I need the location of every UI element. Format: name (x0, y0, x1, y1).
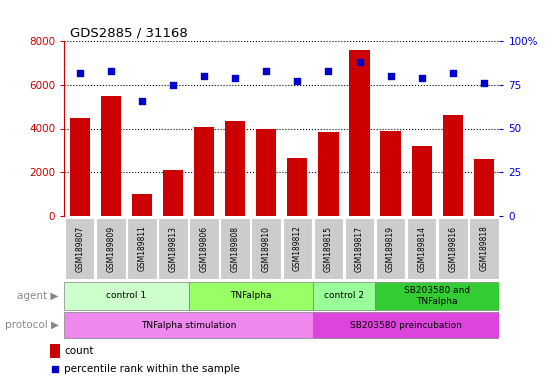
Text: percentile rank within the sample: percentile rank within the sample (64, 364, 240, 374)
Text: GSM189807: GSM189807 (75, 225, 84, 271)
Point (448, 70, 457, 76)
Bar (442, 115, 463, 216)
Point (479, 80, 488, 86)
FancyBboxPatch shape (189, 282, 313, 310)
Text: protocol ▶: protocol ▶ (4, 320, 59, 330)
FancyBboxPatch shape (407, 218, 436, 279)
Text: GSM189819: GSM189819 (386, 225, 395, 271)
Text: GSM189811: GSM189811 (137, 225, 146, 271)
Point (200, 73, 209, 79)
FancyBboxPatch shape (158, 218, 187, 279)
Text: TNFalpha stimulation: TNFalpha stimulation (141, 321, 236, 329)
FancyBboxPatch shape (376, 218, 405, 279)
Point (262, 68, 271, 74)
Text: GSM189812: GSM189812 (293, 225, 302, 271)
Text: control 1: control 1 (106, 291, 146, 301)
Bar (474, 159, 494, 216)
FancyBboxPatch shape (220, 218, 250, 279)
Text: agent ▶: agent ▶ (17, 291, 59, 301)
Point (169, 82, 177, 88)
Bar (381, 131, 401, 216)
Point (75, 70, 84, 76)
Text: GDS2885 / 31168: GDS2885 / 31168 (70, 26, 187, 39)
Point (137, 98, 146, 104)
Text: GSM189813: GSM189813 (169, 225, 177, 271)
FancyBboxPatch shape (282, 218, 312, 279)
Bar (70, 118, 90, 216)
Point (51, 366, 60, 372)
Text: GSM189818: GSM189818 (479, 225, 488, 271)
FancyBboxPatch shape (64, 312, 313, 338)
Point (355, 59, 364, 65)
Bar (318, 132, 339, 216)
Text: GSM189815: GSM189815 (324, 225, 333, 271)
Bar (50, 344, 60, 358)
Point (324, 68, 333, 74)
Bar (287, 158, 307, 216)
Text: TNFalpha: TNFalpha (230, 291, 271, 301)
Point (107, 68, 116, 74)
FancyBboxPatch shape (64, 282, 189, 310)
Text: control 2: control 2 (324, 291, 364, 301)
FancyBboxPatch shape (65, 218, 94, 279)
FancyBboxPatch shape (127, 218, 157, 279)
Bar (194, 127, 214, 216)
Text: count: count (64, 346, 94, 356)
Text: GSM189809: GSM189809 (107, 225, 116, 271)
Text: SB203580 and
TNFalpha: SB203580 and TNFalpha (404, 286, 470, 306)
Point (417, 74, 426, 81)
FancyBboxPatch shape (469, 218, 499, 279)
Text: SB203580 preincubation: SB203580 preincubation (350, 321, 462, 329)
Bar (225, 121, 246, 216)
Bar (100, 96, 121, 216)
Bar (132, 194, 152, 216)
Bar (163, 170, 183, 216)
Text: GSM189814: GSM189814 (417, 225, 426, 271)
Bar (256, 129, 276, 216)
FancyBboxPatch shape (96, 218, 126, 279)
FancyBboxPatch shape (313, 282, 375, 310)
FancyBboxPatch shape (438, 218, 468, 279)
FancyBboxPatch shape (375, 282, 499, 310)
Text: GSM189806: GSM189806 (200, 225, 209, 271)
Text: GSM189817: GSM189817 (355, 225, 364, 271)
FancyBboxPatch shape (314, 218, 343, 279)
Text: GSM189808: GSM189808 (230, 225, 239, 271)
FancyBboxPatch shape (345, 218, 374, 279)
FancyBboxPatch shape (189, 218, 219, 279)
FancyBboxPatch shape (313, 312, 499, 338)
Point (230, 74, 239, 81)
Text: GSM189810: GSM189810 (262, 225, 271, 271)
Bar (349, 50, 369, 216)
Bar (412, 146, 432, 216)
FancyBboxPatch shape (252, 218, 281, 279)
Point (293, 78, 302, 84)
Point (386, 73, 395, 79)
Text: GSM189816: GSM189816 (448, 225, 457, 271)
